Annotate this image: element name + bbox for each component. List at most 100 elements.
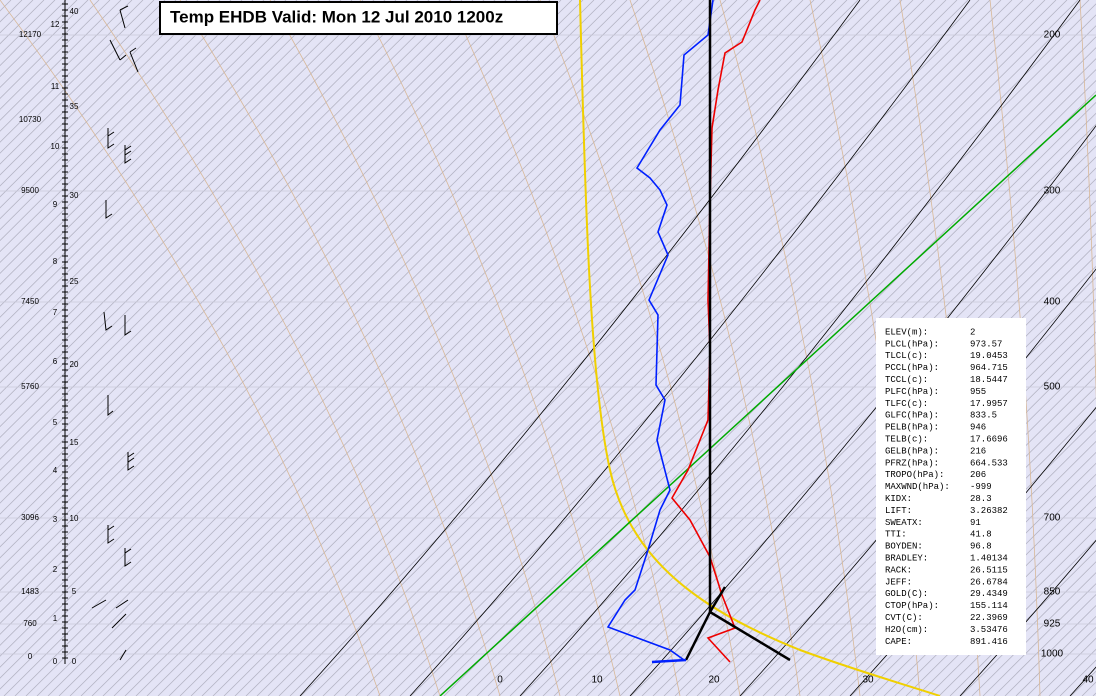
isotherm	[388, 0, 1090, 696]
isotherm	[0, 0, 144, 143]
isotherm	[938, 539, 1096, 696]
isotherm	[0, 0, 353, 351]
isotherm	[278, 0, 980, 696]
stat-value: 41.8	[970, 530, 992, 540]
isotherm	[0, 0, 661, 657]
isotherm	[311, 0, 1013, 696]
isotherm	[0, 0, 243, 242]
km-label: 8	[53, 257, 58, 266]
stat-label: PCCL(hPa):	[885, 363, 939, 373]
isotherm	[0, 0, 463, 460]
stat-label: JEFF:	[885, 577, 912, 587]
isotherm	[0, 0, 683, 679]
isotherm	[0, 0, 606, 603]
stat-label: PLFC(hPa):	[885, 387, 939, 397]
isotherm	[212, 0, 914, 696]
isotherm	[0, 0, 364, 362]
isotherm	[0, 0, 419, 417]
height-label: 1483	[21, 587, 39, 596]
isotherm	[971, 572, 1096, 696]
isotherm	[0, 0, 551, 548]
isotherm	[223, 0, 925, 696]
kft-label: 20	[70, 360, 79, 369]
dewpoint-trace	[606, 0, 714, 663]
isotherm	[696, 298, 1096, 696]
isotherm	[0, 0, 617, 614]
stat-label: TLFC(c):	[885, 399, 928, 409]
km-label: 5	[53, 418, 58, 427]
kft-label: 10	[70, 514, 79, 523]
isotherm	[135, 0, 837, 696]
isotherm	[740, 342, 1096, 696]
isotherm	[509, 112, 1096, 696]
km-label: 3	[53, 515, 58, 524]
isotherm	[201, 0, 903, 696]
isotherm	[410, 14, 1096, 696]
moist-line	[959, 539, 1096, 696]
isotherm	[0, 0, 408, 406]
stat-label: RACK:	[885, 565, 912, 575]
stat-value: 964.715	[970, 363, 1008, 373]
dry-adiabat	[179, 0, 501, 696]
stat-value: 206	[970, 470, 986, 480]
stat-value: 96.8	[970, 542, 992, 552]
km-label: 9	[53, 200, 58, 209]
height-ruler	[62, 0, 68, 664]
isotherm	[0, 0, 507, 504]
kft-label: 35	[70, 102, 79, 111]
stat-label: CAPE:	[885, 637, 912, 647]
height-label: 0	[28, 652, 33, 661]
isotherm	[0, 0, 155, 154]
isotherm	[0, 0, 518, 515]
km-label: 12	[51, 20, 60, 29]
stat-label: TTI:	[885, 530, 907, 540]
isotherm	[113, 0, 815, 696]
pressure-label: 400	[1044, 297, 1061, 308]
isotherm	[157, 0, 859, 696]
stat-value: 28.3	[970, 494, 992, 504]
stat-value: 216	[970, 446, 986, 456]
temperature-label: 30	[862, 675, 874, 686]
isotherm	[0, 0, 562, 559]
km-label: 2	[53, 565, 58, 574]
isotherm	[0, 0, 694, 690]
isotherm	[245, 0, 947, 696]
isotherm	[0, 0, 276, 274]
stat-value: 18.5447	[970, 375, 1008, 385]
stat-value: 664.533	[970, 458, 1008, 468]
isotherm	[168, 0, 870, 696]
temperature-label: 20	[708, 675, 720, 686]
stat-value: -999	[970, 482, 992, 492]
stat-label: ELEV(m):	[885, 327, 928, 337]
isotherm	[289, 0, 991, 696]
temperature-label: 40	[1082, 675, 1094, 686]
stat-label: TELB(c):	[885, 434, 928, 444]
isotherm	[47, 0, 749, 696]
stat-value: 833.5	[970, 411, 997, 421]
isotherm	[0, 0, 584, 581]
stat-label: SWEATX:	[885, 518, 923, 528]
dry-adiabat	[1079, 0, 1096, 402]
isotherm	[0, 0, 452, 449]
wind-barbs	[91, 5, 139, 661]
isotherm	[14, 0, 716, 696]
isotherm	[355, 0, 1057, 696]
isotherm	[0, 0, 529, 526]
kft-label: 0	[72, 657, 77, 666]
stat-value: 155.114	[970, 601, 1008, 611]
isotherm	[234, 0, 936, 696]
isotherm	[0, 0, 441, 439]
isotherm	[0, 0, 287, 285]
isotherm	[256, 0, 958, 696]
stat-label: LIFT:	[885, 506, 912, 516]
kft-label: 25	[70, 277, 79, 286]
isotherm	[0, 0, 386, 384]
stat-label: GELB(hPa):	[885, 446, 939, 456]
isotherm	[0, 0, 540, 537]
isotherm	[0, 0, 397, 395]
isotherm	[0, 0, 496, 493]
isotherm	[300, 0, 1002, 696]
stat-value: 1.40134	[970, 553, 1008, 563]
isotherm	[179, 0, 881, 696]
